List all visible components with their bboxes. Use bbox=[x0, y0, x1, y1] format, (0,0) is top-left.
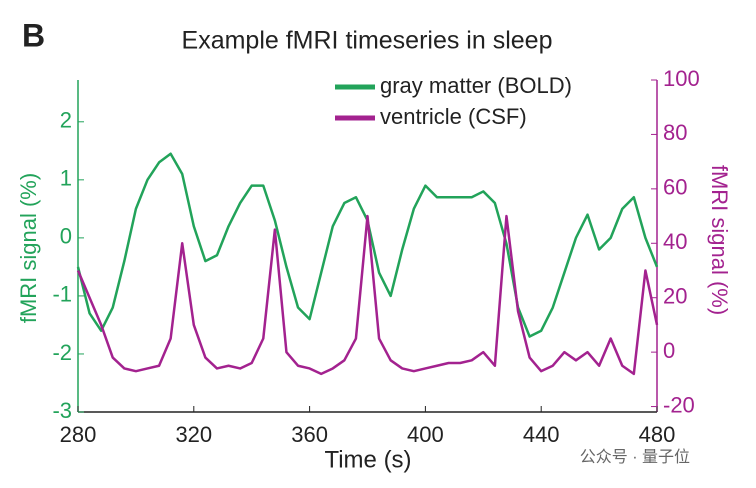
x-tick-label: 440 bbox=[523, 422, 560, 447]
x-axis-label: Time (s) bbox=[324, 446, 411, 473]
chart-title: Example fMRI timeseries in sleep bbox=[182, 27, 553, 55]
y2-tick-label: 80 bbox=[663, 120, 687, 145]
x-tick-label: 480 bbox=[639, 422, 676, 447]
y2-tick-label: 20 bbox=[663, 284, 687, 309]
y2-tick-label: -20 bbox=[663, 392, 695, 417]
y2-tick-label: 60 bbox=[663, 175, 687, 200]
watermark: 公众号 · 量子位 bbox=[580, 448, 690, 466]
y2-tick-label: 100 bbox=[663, 66, 700, 91]
y2-axis-label: fMRI signal (%) bbox=[707, 165, 732, 315]
series-line bbox=[76, 152, 659, 338]
y-tick-label: -1 bbox=[52, 282, 72, 307]
y-tick-label: 0 bbox=[60, 224, 72, 249]
legend-label: ventricle (CSF) bbox=[380, 104, 527, 129]
legend-label: gray matter (BOLD) bbox=[380, 73, 572, 98]
series-line bbox=[76, 214, 659, 376]
y2-tick-label: 40 bbox=[663, 229, 687, 254]
y-tick-label: -2 bbox=[52, 340, 72, 365]
panel-label: B bbox=[22, 17, 45, 53]
y-tick-label: 1 bbox=[60, 166, 72, 191]
x-tick-label: 320 bbox=[175, 422, 212, 447]
x-tick-label: 360 bbox=[291, 422, 328, 447]
x-tick-label: 400 bbox=[407, 422, 444, 447]
y-tick-label: -3 bbox=[52, 398, 72, 423]
y-tick-label: 2 bbox=[60, 108, 72, 133]
y-axis-label: fMRI signal (%) bbox=[16, 173, 41, 323]
y2-tick-label: 0 bbox=[663, 338, 675, 363]
x-tick-label: 280 bbox=[60, 422, 97, 447]
